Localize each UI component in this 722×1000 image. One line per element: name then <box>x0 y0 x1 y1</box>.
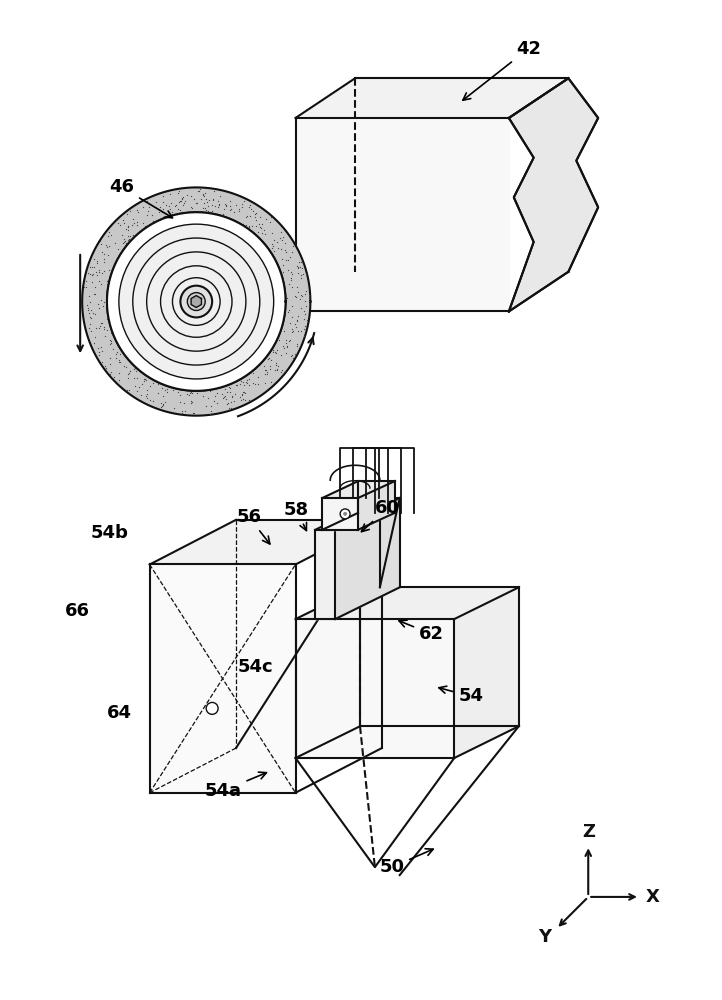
Circle shape <box>107 212 286 391</box>
Ellipse shape <box>193 289 223 314</box>
Polygon shape <box>149 520 382 564</box>
Circle shape <box>180 286 212 317</box>
Text: 54a: 54a <box>204 772 266 800</box>
Circle shape <box>133 238 260 365</box>
Circle shape <box>160 266 232 337</box>
Text: 62: 62 <box>399 620 444 643</box>
Circle shape <box>206 702 218 714</box>
Polygon shape <box>82 187 310 416</box>
Polygon shape <box>295 587 519 619</box>
Text: 46: 46 <box>109 178 173 218</box>
Text: X: X <box>645 888 660 906</box>
Text: 66: 66 <box>65 602 90 620</box>
Polygon shape <box>295 118 509 311</box>
Circle shape <box>343 512 347 516</box>
Text: Z: Z <box>582 823 595 841</box>
Polygon shape <box>322 481 395 498</box>
Text: 54: 54 <box>439 686 484 705</box>
Polygon shape <box>316 498 400 530</box>
Polygon shape <box>316 530 335 619</box>
Text: 54c: 54c <box>238 658 274 676</box>
Polygon shape <box>322 498 358 530</box>
Text: 50: 50 <box>379 849 433 876</box>
Polygon shape <box>358 481 395 530</box>
Ellipse shape <box>193 292 223 311</box>
Polygon shape <box>335 498 400 619</box>
Polygon shape <box>454 587 519 758</box>
Circle shape <box>340 509 350 519</box>
Circle shape <box>187 293 205 310</box>
Circle shape <box>119 224 274 379</box>
Polygon shape <box>191 296 201 307</box>
Polygon shape <box>295 78 568 118</box>
Text: 56: 56 <box>236 508 270 544</box>
Circle shape <box>173 278 220 325</box>
Circle shape <box>147 252 246 351</box>
Text: 60: 60 <box>362 499 400 532</box>
Polygon shape <box>149 564 295 793</box>
Ellipse shape <box>82 187 310 416</box>
Text: 64: 64 <box>108 704 132 722</box>
Polygon shape <box>509 78 598 311</box>
Text: 42: 42 <box>463 40 542 100</box>
Polygon shape <box>295 619 454 758</box>
Text: Y: Y <box>538 928 551 946</box>
Text: 54b: 54b <box>91 524 129 542</box>
Text: 58: 58 <box>284 501 309 531</box>
